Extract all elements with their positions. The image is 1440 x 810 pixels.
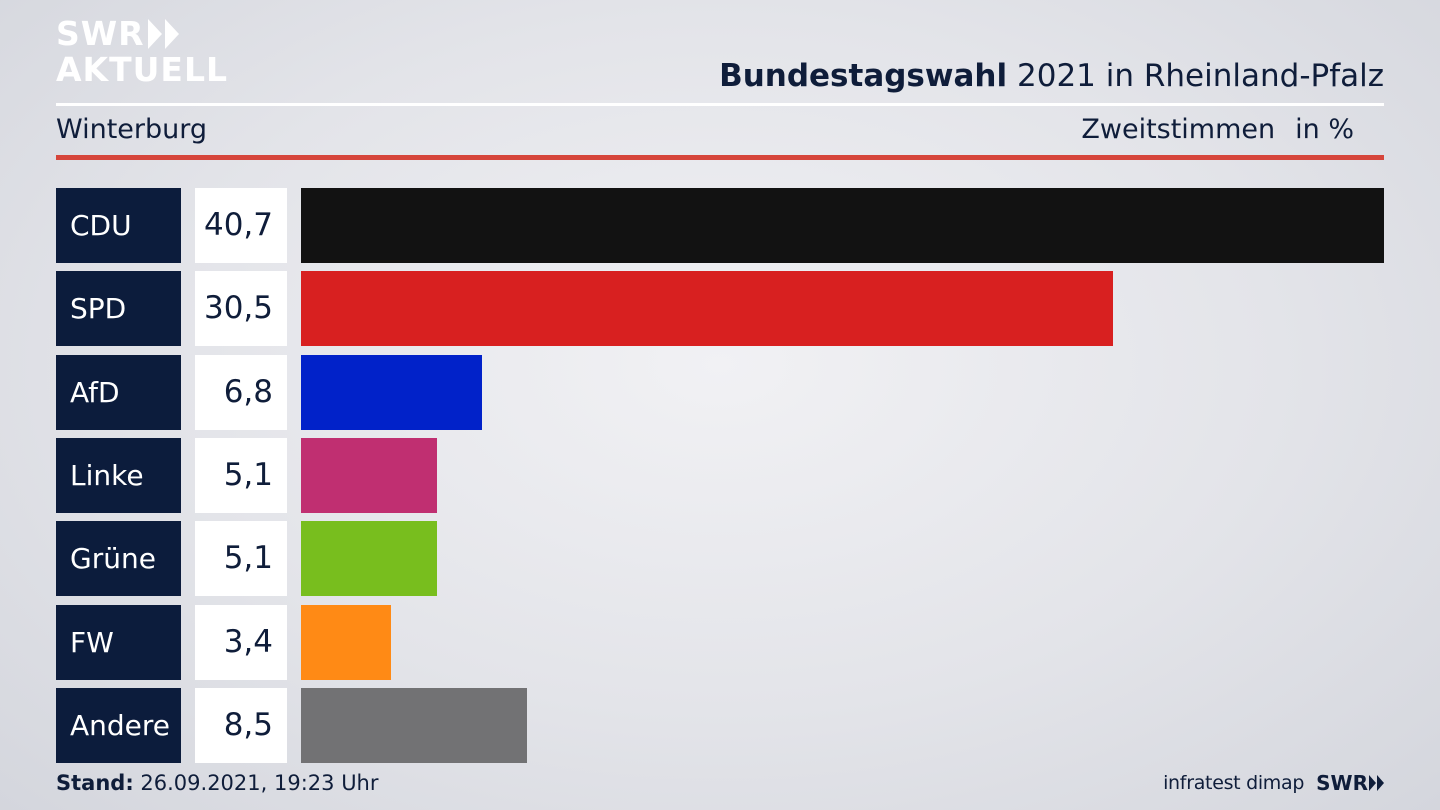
value-label: 3,4 bbox=[195, 604, 287, 680]
party-label: Grüne bbox=[56, 521, 181, 597]
value-label: 30,5 bbox=[195, 271, 287, 347]
party-label: SPD bbox=[56, 271, 181, 347]
party-label: CDU bbox=[56, 188, 181, 263]
measure-text: Zweitstimmen bbox=[1081, 114, 1276, 145]
chevron-icon bbox=[164, 19, 179, 49]
value-label: 5,1 bbox=[195, 437, 287, 513]
stand-value: 26.09.2021, 19:23 Uhr bbox=[140, 771, 379, 795]
party-label: Linke bbox=[56, 437, 181, 513]
accent-divider bbox=[56, 155, 1384, 160]
bar bbox=[301, 188, 1384, 263]
value-label: 5,1 bbox=[195, 521, 287, 597]
measure-label: Zweitstimmen in % bbox=[1081, 114, 1354, 145]
logo-line2: AKTUELL bbox=[56, 50, 229, 89]
bar-row: AfD 6,8 bbox=[56, 354, 1384, 430]
bar-row: FW 3,4 bbox=[56, 604, 1384, 680]
bar-row: Andere 8,5 bbox=[56, 687, 1384, 763]
brand-text: SWR bbox=[1316, 771, 1368, 795]
source-text: infratest dimap bbox=[1163, 772, 1305, 794]
brand-logo: SWR bbox=[1316, 771, 1384, 795]
stand-label: Stand: bbox=[56, 771, 134, 795]
logo-line1: SWR bbox=[56, 14, 145, 53]
source-credit: infratest dimap SWR bbox=[1163, 771, 1384, 795]
bar-row: Grüne 5,1 bbox=[56, 521, 1384, 597]
chevron-icon bbox=[1369, 775, 1376, 791]
chevron-icon bbox=[147, 19, 162, 49]
header-divider bbox=[56, 103, 1384, 106]
swr-aktuell-logo: SWR AKTUELL bbox=[56, 16, 228, 88]
value-label: 40,7 bbox=[195, 188, 287, 263]
party-label: Andere bbox=[56, 687, 181, 763]
title-bold: Bundestagswahl bbox=[719, 58, 1008, 94]
constituency-label: Winterburg bbox=[56, 114, 208, 145]
value-label: 6,8 bbox=[195, 354, 287, 430]
bar bbox=[301, 521, 437, 597]
timestamp: Stand: 26.09.2021, 19:23 Uhr bbox=[56, 771, 379, 795]
bar-row: SPD 30,5 bbox=[56, 271, 1384, 347]
bar bbox=[301, 687, 527, 763]
party-label: FW bbox=[56, 604, 181, 680]
bar bbox=[301, 354, 482, 430]
chevron-icon bbox=[1377, 775, 1384, 791]
unit-text: in % bbox=[1295, 114, 1354, 145]
value-label: 8,5 bbox=[195, 687, 287, 763]
bar-row: Linke 5,1 bbox=[56, 437, 1384, 513]
title-rest: 2021 in Rheinland-Pfalz bbox=[1017, 58, 1384, 94]
bar-row: CDU 40,7 bbox=[56, 188, 1384, 263]
bar bbox=[301, 437, 437, 513]
bar bbox=[301, 271, 1113, 347]
party-label: AfD bbox=[56, 354, 181, 430]
bar bbox=[301, 604, 391, 680]
page-title: Bundestagswahl 2021 in Rheinland-Pfalz bbox=[719, 58, 1384, 94]
